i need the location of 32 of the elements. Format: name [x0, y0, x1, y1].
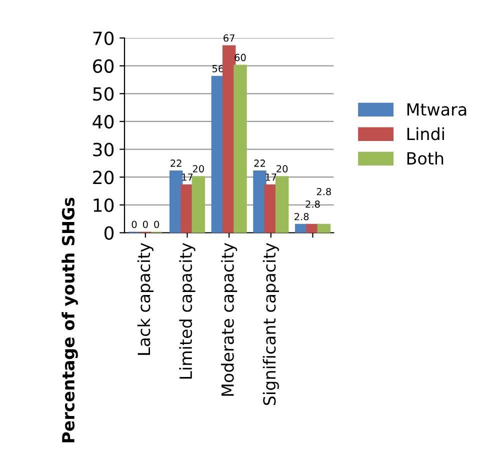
y-tick-label: 0	[104, 226, 114, 240]
y-tick-label: 20	[93, 170, 114, 184]
y-tick-label: 10	[94, 198, 114, 212]
data-label: 22	[254, 160, 265, 167]
x-tick-label: Limited capacity	[179, 242, 196, 379]
data-label: 20	[192, 165, 204, 172]
bar	[275, 176, 289, 233]
data-label: 20	[276, 165, 288, 172]
y-tick-label: 70	[93, 31, 114, 46]
y-tick-label: 40	[92, 114, 114, 129]
data-label: 2.8	[306, 200, 320, 208]
bar	[192, 176, 206, 233]
x-tick-label: Significant capacity	[262, 242, 279, 405]
y-tick-label: 50	[93, 87, 114, 101]
bar	[317, 224, 331, 233]
data-label: 22	[170, 160, 182, 167]
x-tick-label: Lack capacity	[137, 242, 154, 355]
data-label: 2.8	[294, 212, 309, 220]
data-label: 0	[154, 220, 160, 228]
data-label: 67	[224, 34, 234, 42]
data-label: 2.8	[316, 188, 331, 196]
data-label: 0	[132, 220, 137, 228]
y-tick-label: 30	[93, 142, 114, 156]
x-tick-label: Moderate capacity	[221, 242, 238, 396]
bar	[234, 64, 247, 233]
y-tick-label: 60	[93, 59, 114, 73]
data-label: 0	[142, 220, 148, 228]
y-axis-title: Percentage of youth SHGs	[62, 198, 78, 442]
bar	[253, 170, 266, 233]
legend-label: Both	[407, 152, 444, 165]
legend-label: Mtwara	[407, 103, 466, 116]
legend-label: Lindi	[407, 127, 444, 140]
